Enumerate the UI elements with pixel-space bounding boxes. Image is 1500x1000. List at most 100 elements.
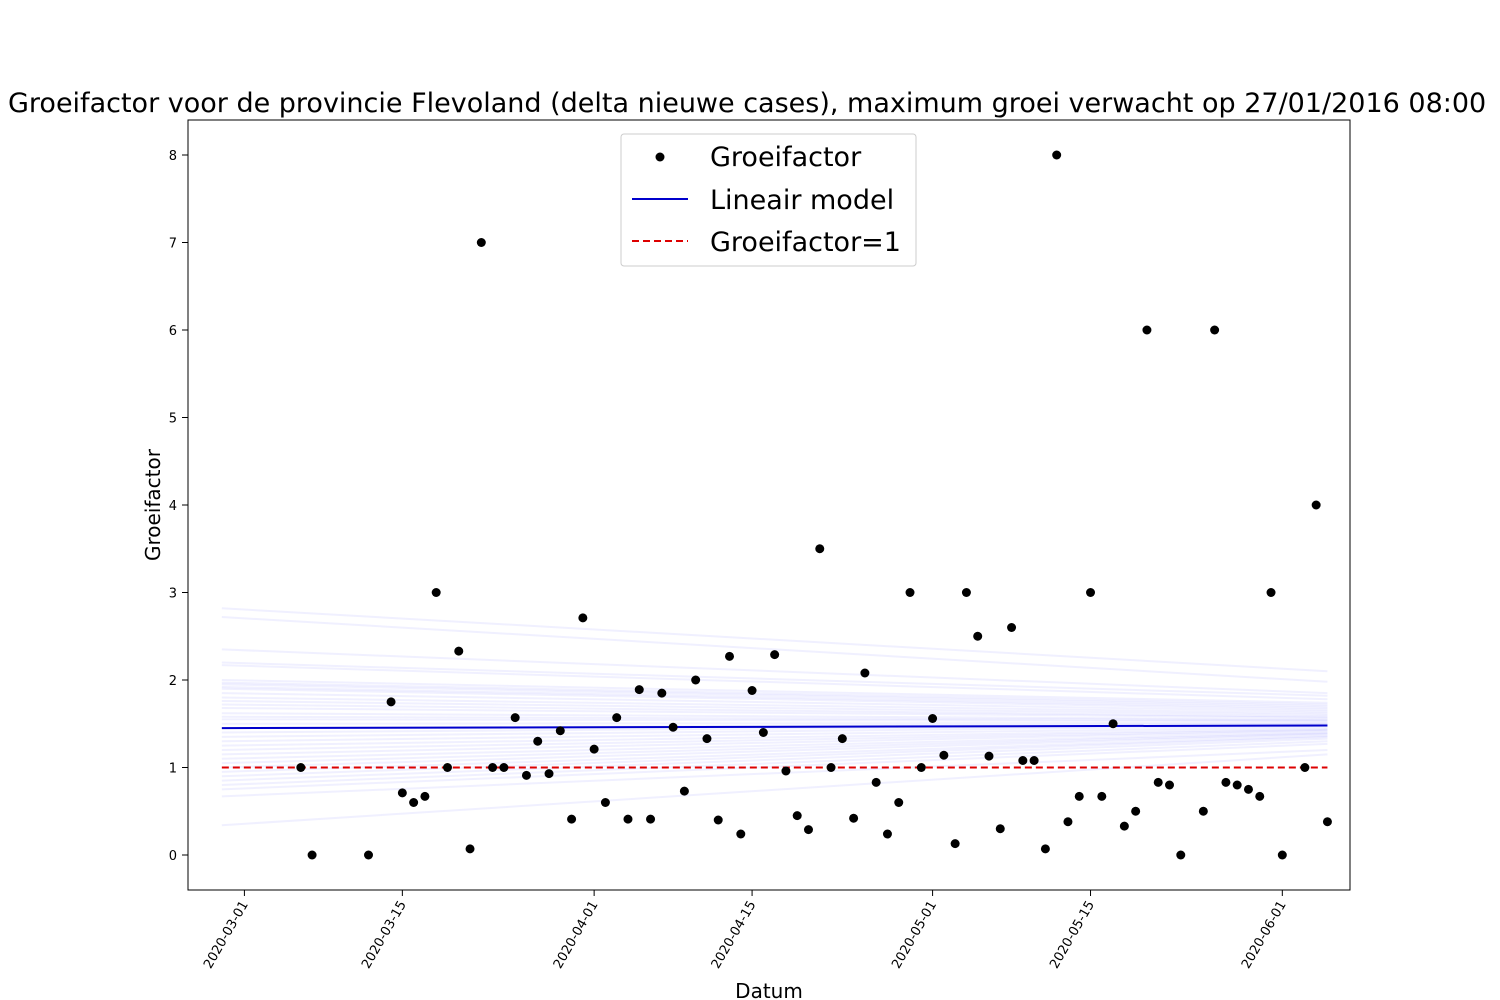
model-sample-line bbox=[221, 664, 1328, 701]
data-point bbox=[905, 588, 915, 597]
data-point bbox=[1266, 588, 1276, 597]
data-point bbox=[1097, 791, 1107, 801]
x-tick-label: 2020-06-01 bbox=[1239, 899, 1290, 972]
x-tick-label: 2020-05-01 bbox=[889, 899, 940, 972]
data-point bbox=[555, 726, 565, 736]
model-sample-line bbox=[221, 661, 1328, 697]
data-point bbox=[1243, 784, 1253, 794]
legend-marker-groeifactor bbox=[655, 152, 665, 162]
data-point bbox=[533, 736, 543, 746]
data-point bbox=[871, 777, 881, 787]
model-sample-line bbox=[221, 703, 1328, 718]
model-sample-line bbox=[221, 696, 1328, 715]
data-point bbox=[691, 675, 701, 685]
data-point bbox=[567, 814, 577, 824]
linear-model-line bbox=[221, 724, 1328, 730]
data-point bbox=[837, 734, 847, 744]
data-point bbox=[882, 829, 892, 839]
model-sample-line bbox=[221, 712, 1328, 721]
model-sample-line bbox=[221, 731, 1328, 760]
data-point bbox=[1153, 777, 1163, 787]
y-tick-label: 4 bbox=[169, 499, 177, 514]
data-points bbox=[296, 150, 1332, 860]
x-tick-label: 2020-05-15 bbox=[1047, 899, 1098, 972]
legend-box bbox=[620, 133, 917, 267]
data-point bbox=[1300, 763, 1310, 772]
data-point bbox=[973, 631, 983, 641]
legend-label-reference: Groeifactor=1 bbox=[710, 227, 901, 258]
data-point bbox=[409, 798, 419, 807]
model-sample-line bbox=[221, 728, 1328, 751]
data-point bbox=[950, 839, 960, 849]
data-point bbox=[668, 722, 678, 732]
data-point bbox=[488, 763, 498, 772]
model-sample-line bbox=[221, 733, 1328, 769]
model-sample-line bbox=[221, 726, 1328, 743]
x-axis: 2020-03-01 2020-03-15 2020-04-01 2020-04-15… bbox=[201, 890, 1290, 971]
y-tick-label: 8 bbox=[169, 149, 177, 164]
data-point bbox=[860, 668, 870, 678]
model-sample-line bbox=[221, 728, 1328, 747]
data-point bbox=[454, 646, 464, 656]
data-point bbox=[1164, 780, 1174, 790]
data-point bbox=[1029, 756, 1039, 765]
y-tick-label: 3 bbox=[169, 587, 177, 602]
data-point bbox=[725, 651, 735, 661]
data-point bbox=[1221, 777, 1231, 787]
x-tick-label: 2020-03-15 bbox=[359, 899, 410, 972]
data-point bbox=[826, 763, 836, 772]
data-point bbox=[1086, 588, 1096, 597]
data-point bbox=[578, 613, 588, 623]
data-point bbox=[1040, 844, 1050, 854]
data-point bbox=[736, 829, 746, 839]
x-axis-label: Datum bbox=[735, 979, 803, 1000]
data-point bbox=[1322, 817, 1332, 827]
model-sample-line bbox=[221, 735, 1328, 778]
model-sample-line bbox=[221, 735, 1328, 773]
model-sample-line bbox=[221, 681, 1328, 706]
data-point bbox=[747, 686, 757, 695]
model-sample-line bbox=[221, 753, 1328, 827]
model-sample-line bbox=[221, 683, 1328, 708]
data-point bbox=[1210, 325, 1220, 335]
data-point bbox=[1052, 150, 1062, 160]
data-point bbox=[1108, 719, 1118, 729]
data-point bbox=[781, 766, 791, 776]
data-point bbox=[984, 751, 994, 761]
data-point bbox=[1142, 325, 1152, 335]
series-layer bbox=[221, 724, 1328, 769]
model-sample-line bbox=[221, 700, 1328, 716]
data-point bbox=[420, 791, 430, 801]
y-axis: 0 1 2 3 4 5 6 7 8 bbox=[169, 149, 188, 864]
y-tick-label: 6 bbox=[169, 324, 177, 339]
x-tick-label: 2020-04-01 bbox=[551, 899, 602, 972]
data-point bbox=[442, 763, 452, 772]
data-point bbox=[634, 685, 644, 695]
x-tick-label: 2020-04-15 bbox=[709, 899, 760, 972]
data-point bbox=[1198, 806, 1208, 816]
data-point bbox=[1255, 791, 1265, 801]
model-sample-line bbox=[221, 740, 1328, 786]
x-tick-label: 2020-03-01 bbox=[201, 899, 252, 972]
data-point bbox=[1063, 817, 1073, 827]
data-point bbox=[1018, 756, 1028, 765]
y-tick-label: 5 bbox=[169, 412, 177, 427]
data-point bbox=[758, 728, 768, 737]
data-point bbox=[510, 713, 520, 723]
data-point bbox=[397, 788, 407, 798]
data-point bbox=[386, 697, 396, 707]
model-sample-line bbox=[221, 607, 1328, 673]
data-point bbox=[476, 238, 486, 247]
data-point bbox=[1119, 821, 1129, 831]
data-point bbox=[928, 714, 938, 723]
y-tick-label: 2 bbox=[169, 674, 177, 689]
model-sample-line bbox=[221, 732, 1328, 765]
model-sample-line bbox=[221, 692, 1328, 713]
data-point bbox=[1074, 791, 1084, 801]
data-point bbox=[995, 824, 1005, 834]
chart-title: Groeifactor voor de provincie Flevoland … bbox=[8, 88, 1486, 119]
data-point bbox=[1311, 500, 1321, 510]
model-sample-line bbox=[221, 749, 1328, 798]
data-point bbox=[849, 813, 859, 823]
data-point bbox=[770, 650, 780, 660]
